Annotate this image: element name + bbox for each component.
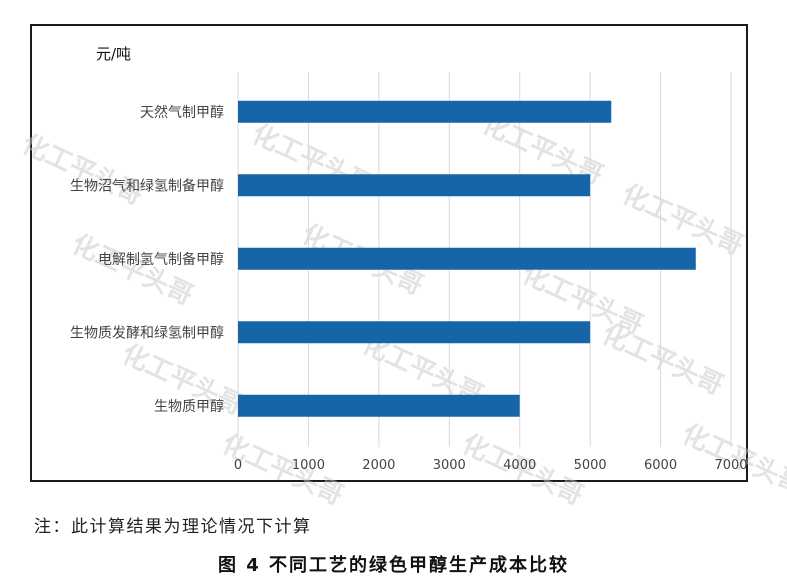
x-tick-labels: 0 1000 2000 3000 4000 5000 6000 7000 [234,458,748,473]
bar [238,174,591,197]
category-label: 生物质甲醇 [154,398,224,415]
x-tick-label: 7000 [714,458,747,473]
x-tick-label: 3000 [433,458,466,473]
x-tick-label: 2000 [362,458,395,473]
x-tick-label: 4000 [503,458,536,473]
x-tick-label: 1000 [292,458,325,473]
footnote: 注：此计算结果为理论情况下计算 [34,517,312,537]
figure-title: 图 4 不同工艺的绿色甲醇生产成本比较 [217,555,570,576]
x-tick-label: 5000 [574,458,607,473]
category-label: 生物质发酵和绿氢制甲醇 [70,324,224,341]
category-labels: 天然气制甲醇生物沼气和绿氢制备甲醇电解制氢气制备甲醇生物质发酵和绿氢制甲醇生物质… [70,104,224,415]
category-label: 生物沼气和绿氢制备甲醇 [70,177,224,194]
bar [238,394,520,417]
category-label: 电解制氢气制备甲醇 [98,251,224,268]
bar [238,247,696,270]
bar [238,100,612,123]
x-tick-label: 0 [234,458,242,473]
watermark-text: 化工平头哥 [597,319,728,401]
x-tick-label: 6000 [644,458,677,473]
watermark-text: 化工平头哥 [67,229,198,311]
bar [238,321,591,344]
y-axis-unit-label: 元/吨 [96,45,132,63]
watermark-text: 化工平头哥 [17,129,148,211]
category-label: 天然气制甲醇 [140,104,224,121]
bars [238,100,696,417]
